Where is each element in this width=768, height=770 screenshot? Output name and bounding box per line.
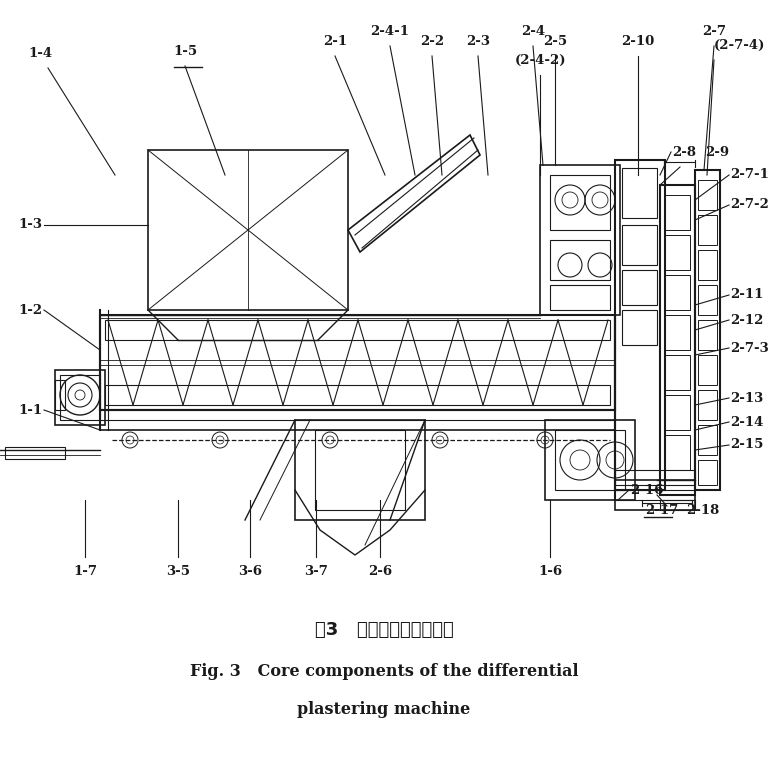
Text: 2-2: 2-2 [420,35,444,48]
Bar [615,470,695,485]
Bar [698,250,717,280]
Text: 2-18: 2-18 [686,504,720,517]
Bar [550,175,610,230]
Text: 2-7-3: 2-7-3 [730,342,768,354]
Text: 2-8: 2-8 [672,146,696,159]
Bar [665,395,690,430]
Bar [622,270,657,305]
Bar [550,285,610,310]
Text: 2-7: 2-7 [702,25,726,38]
Bar [315,430,405,510]
Text: 2-4-1: 2-4-1 [370,25,409,38]
Bar [105,385,610,405]
Bar [100,315,615,410]
Text: 2-9: 2-9 [705,146,729,159]
Text: 图3   差动抹灰机核心部件: 图3 差动抹灰机核心部件 [315,621,453,639]
Bar [660,185,695,495]
Text: 2-14: 2-14 [730,416,763,428]
Bar [698,215,717,245]
Bar [665,195,690,230]
Bar [665,315,690,350]
Text: 3-5: 3-5 [166,565,190,578]
Bar [105,320,610,340]
Bar [698,355,717,385]
Bar [148,150,348,310]
Text: 2-5: 2-5 [543,35,567,48]
Bar [55,370,105,425]
Text: 2-11: 2-11 [730,289,763,302]
Bar [295,420,425,520]
Bar [555,430,625,490]
Bar [660,500,695,510]
Text: 1-3: 1-3 [18,219,42,232]
Text: 2-3: 2-3 [466,35,490,48]
Bar [60,375,100,420]
Bar [5,447,65,459]
Text: 1-6: 1-6 [538,565,562,578]
Text: 2-7-1: 2-7-1 [730,169,768,182]
Bar [695,170,720,490]
Text: (2-7-4): (2-7-4) [714,39,766,52]
Bar [698,390,717,420]
Text: 2-7-2: 2-7-2 [730,199,768,212]
Text: 1-1: 1-1 [18,403,42,417]
Text: 3-6: 3-6 [238,565,262,578]
Text: 2-16: 2-16 [630,484,664,497]
Bar [615,160,665,490]
Bar [665,275,690,310]
Bar [622,168,657,218]
Text: 3-7: 3-7 [304,565,328,578]
Bar [665,435,690,470]
Text: 2-13: 2-13 [730,391,763,404]
Text: 2-6: 2-6 [368,565,392,578]
Bar [622,310,657,345]
Text: 2-1: 2-1 [323,35,347,48]
Text: 2-15: 2-15 [730,438,763,451]
Text: 1-4: 1-4 [28,47,52,60]
Bar [550,240,610,280]
Text: plastering machine: plastering machine [297,701,471,718]
Bar [622,225,657,265]
Bar [55,380,65,410]
Bar [698,460,717,485]
Bar [698,180,717,210]
Text: 2-12: 2-12 [730,313,763,326]
Text: 2-10: 2-10 [621,35,654,48]
Text: 1-7: 1-7 [73,565,97,578]
Bar [698,320,717,350]
Text: (2-4-2): (2-4-2) [515,54,566,67]
Bar [615,480,695,510]
Bar [665,355,690,390]
Text: 1-5: 1-5 [173,45,197,58]
Text: 2-17: 2-17 [645,504,678,517]
Text: Fig. 3   Core components of the differential: Fig. 3 Core components of the differenti… [190,664,578,681]
Text: 2-4: 2-4 [521,25,545,38]
Bar [698,425,717,455]
Bar [698,285,717,315]
Bar [665,235,690,270]
Bar [540,165,620,315]
Text: 1-2: 1-2 [18,303,42,316]
Bar [545,420,635,500]
